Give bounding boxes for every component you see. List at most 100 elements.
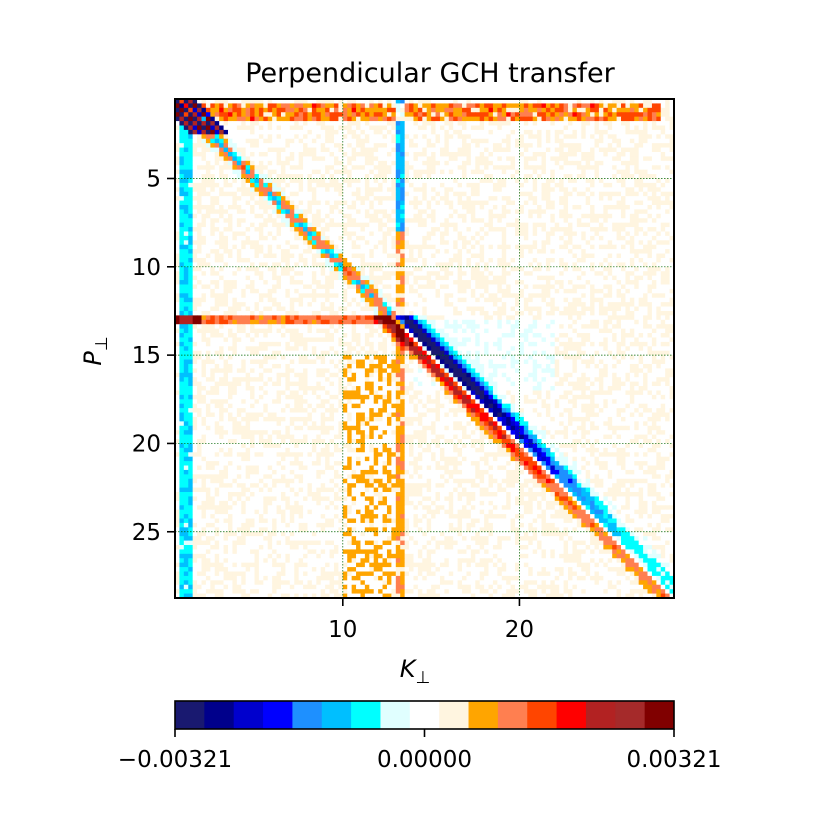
heatmap-cell (307, 174, 313, 179)
heatmap-cell (492, 129, 498, 135)
heatmap-cell (528, 138, 534, 144)
heatmap-cell (219, 235, 224, 241)
heatmap-cell (439, 249, 445, 254)
heatmap-cell (550, 107, 556, 113)
heatmap-cell (258, 231, 264, 237)
heatmap-cell (280, 204, 286, 210)
heatmap-cell (519, 288, 525, 294)
heatmap-cell (528, 187, 534, 193)
heatmap-cell (373, 147, 379, 153)
heatmap-cell (621, 134, 626, 140)
heatmap-cell (254, 187, 260, 193)
heatmap-cell (603, 99, 609, 104)
heatmap-cell (572, 266, 578, 272)
heatmap-cell (307, 240, 313, 246)
heatmap-cell (625, 99, 631, 104)
heatmap-cell (219, 165, 224, 171)
heatmap-cell (333, 200, 339, 206)
heatmap-cell (572, 235, 578, 241)
heatmap-cell (258, 257, 264, 263)
heatmap-cell (497, 178, 503, 184)
heatmap-cell (448, 165, 454, 171)
heatmap-cell (192, 222, 198, 228)
heatmap-cell (409, 151, 414, 157)
heatmap-cell (205, 249, 211, 254)
heatmap-cell (598, 275, 604, 281)
heatmap-cell (435, 249, 441, 254)
heatmap-cell (475, 249, 481, 254)
heatmap-cell (568, 165, 573, 171)
heatmap-cell (254, 121, 260, 126)
heatmap-cell (417, 156, 423, 162)
heatmap-cell (647, 231, 653, 237)
heatmap-cell (360, 182, 366, 188)
heatmap-cell (263, 138, 269, 144)
heatmap-cell (488, 200, 494, 206)
heatmap-cell (528, 143, 534, 148)
heatmap-cell (647, 257, 653, 263)
heatmap-cell (541, 99, 547, 104)
heatmap-cell (192, 125, 198, 131)
heatmap-cell (607, 174, 613, 179)
heatmap-cell (364, 280, 370, 285)
heatmap-cell (519, 191, 525, 197)
heatmap-cell (236, 116, 242, 122)
heatmap-cell (515, 288, 520, 294)
heatmap-cell (183, 293, 189, 299)
heatmap-cell (554, 284, 560, 290)
heatmap-cell (572, 143, 578, 148)
heatmap-cell (201, 288, 207, 294)
heatmap-cell (272, 134, 277, 140)
heatmap-cell (484, 218, 489, 224)
heatmap-cell (351, 244, 357, 250)
heatmap-cell (175, 266, 180, 272)
heatmap-cell (638, 138, 644, 144)
heatmap-cell (325, 204, 330, 210)
heatmap-cell (462, 209, 467, 215)
heatmap-cell (404, 275, 410, 281)
heatmap-cell (188, 187, 194, 193)
heatmap-cell (444, 99, 450, 104)
heatmap-cell (338, 275, 344, 281)
heatmap-cell (276, 134, 282, 140)
heatmap-cell (311, 253, 317, 259)
heatmap-cell (272, 244, 277, 250)
heatmap-cell (634, 266, 640, 272)
heatmap-cell (356, 266, 361, 272)
heatmap-cell (360, 107, 366, 113)
heatmap-cell (621, 182, 626, 188)
heatmap-cell (422, 107, 428, 113)
heatmap-cell (197, 99, 202, 104)
heatmap-cell (656, 249, 662, 254)
heatmap-cell (563, 99, 569, 104)
heatmap-cell (219, 174, 224, 179)
heatmap-cell (444, 284, 450, 290)
heatmap-cell (643, 227, 648, 232)
heatmap-cell (338, 271, 344, 277)
heatmap-cell (607, 107, 613, 113)
heatmap-cell (391, 284, 397, 290)
heatmap-cell (364, 235, 370, 241)
heatmap-cell (183, 284, 189, 290)
heatmap-cell (289, 231, 295, 237)
heatmap-cell (267, 187, 273, 193)
heatmap-cell (294, 147, 300, 153)
heatmap-cell (554, 257, 560, 263)
heatmap-cell (298, 249, 304, 254)
heatmap-cell (342, 174, 348, 179)
heatmap-cell (338, 200, 344, 206)
heatmap-cell (333, 125, 339, 131)
heatmap-cell (647, 288, 653, 294)
heatmap-cell (404, 244, 410, 250)
heatmap-cell (501, 121, 507, 126)
heatmap-cell (532, 125, 538, 131)
heatmap-cell (629, 231, 635, 237)
heatmap-cell (210, 222, 216, 228)
heatmap-cell (422, 288, 428, 294)
heatmap-cell (227, 125, 233, 131)
heatmap-cell (625, 129, 631, 135)
heatmap-cell (457, 227, 463, 232)
heatmap-cell (484, 151, 489, 157)
heatmap-cell (183, 138, 189, 144)
heatmap-cell (550, 266, 556, 272)
